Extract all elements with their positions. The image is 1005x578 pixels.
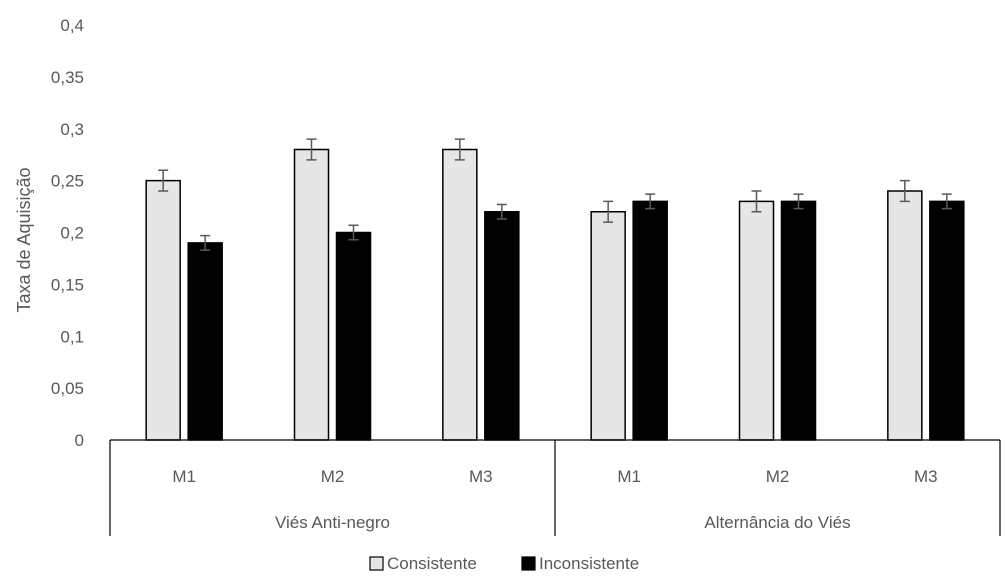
- y-tick-label: 0,05: [51, 379, 84, 398]
- category-label: M1: [172, 467, 196, 486]
- y-tick-label: 0,35: [51, 68, 84, 87]
- y-tick-label: 0,15: [51, 275, 84, 294]
- bar-consistente: [293, 148, 330, 441]
- group-label: Alternância do Viés: [704, 513, 850, 532]
- bar-inconsistente: [484, 211, 520, 441]
- y-tick-label: 0,2: [60, 224, 84, 243]
- bar-inconsistente: [780, 200, 817, 441]
- category-axis: M1 M2 M3 M1 M2 M3 Viés Anti-negro Alternância d…: [109, 439, 1001, 536]
- y-tick-label: 0,3: [60, 120, 84, 139]
- bar-inconsistente: [929, 200, 965, 441]
- category-label: M3: [469, 467, 493, 486]
- category-label: M2: [766, 467, 790, 486]
- bar-consistente: [442, 148, 478, 441]
- bar-consistente: [887, 190, 923, 441]
- legend-label: Consistente: [387, 554, 477, 573]
- bar-consistente: [590, 211, 626, 441]
- bars: [145, 148, 965, 441]
- legend-label: Inconsistente: [539, 554, 639, 573]
- legend: Consistente Inconsistente: [369, 554, 639, 573]
- y-tick-label: 0,25: [51, 172, 84, 191]
- legend-swatch: [521, 556, 536, 571]
- bar-inconsistente: [335, 231, 372, 441]
- bar-consistente: [738, 200, 775, 441]
- bar-inconsistente: [187, 242, 223, 441]
- category-label: M3: [914, 467, 938, 486]
- y-tick-label: 0,1: [60, 327, 84, 346]
- y-axis-ticks: 0 0,05 0,1 0,15 0,2 0,25 0,3 0,35 0,4: [51, 16, 84, 450]
- bar-consistente: [145, 179, 181, 441]
- y-axis-label: Taxa de Aquisição: [14, 167, 34, 312]
- y-tick-label: 0,4: [60, 16, 84, 35]
- category-label: M1: [617, 467, 641, 486]
- error-bars: [158, 138, 952, 251]
- bar-inconsistente: [632, 200, 668, 441]
- group-label: Viés Anti-negro: [275, 513, 390, 532]
- category-label: M2: [321, 467, 345, 486]
- legend-swatch: [369, 556, 384, 571]
- y-tick-label: 0: [75, 431, 84, 450]
